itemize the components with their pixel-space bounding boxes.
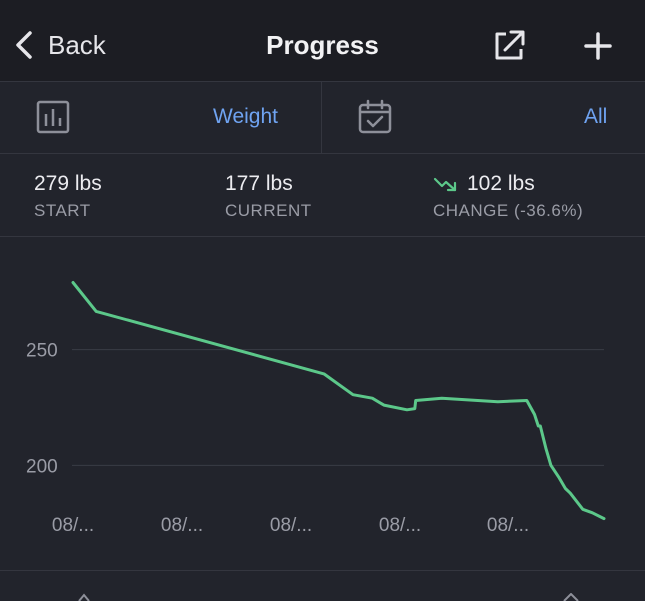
x-tick-label: 08/... [161,515,203,536]
current-label: CURRENT [225,201,312,220]
metric-selector[interactable]: Weight [0,82,321,153]
range-selector[interactable]: All [322,82,645,153]
chevron-left-icon [16,31,32,59]
calendar-check-icon [358,99,392,134]
stat-start: 279 lbs START [34,172,102,221]
x-tick-label: 08/... [487,515,529,536]
range-label: All [584,105,608,128]
bottom-toolbar-peek [0,570,645,601]
nav-bar: Back Progress [0,0,645,82]
y-tick-label: 250 [26,341,58,362]
change-value: 102 lbs [467,172,535,195]
back-label: Back [48,29,106,60]
change-label: CHANGE (-36.6%) [433,201,584,220]
filter-divider [321,82,322,153]
page-title: Progress [266,30,379,60]
trend-down-icon [433,177,457,192]
back-button[interactable]: Back [12,27,106,63]
weight-series-line [71,281,606,521]
stat-current: 177 lbs CURRENT [225,172,312,221]
stats-row: 279 lbs START 177 lbs CURRENT 102 lbs CH… [0,154,645,237]
arrow-icon [78,593,90,601]
x-tick-label: 08/... [270,515,312,536]
bar-chart-icon [36,100,70,134]
plus-icon[interactable] [580,28,616,64]
chevron-up-icon [563,593,579,601]
start-label: START [34,201,91,220]
metric-label: Weight [213,105,278,128]
share-external-icon[interactable] [491,28,527,64]
x-tick-label: 08/... [379,515,421,536]
stat-change: 102 lbs CHANGE (-36.6%) [433,172,583,221]
x-tick-label: 08/... [52,515,94,536]
start-value: 279 lbs [34,172,102,195]
y-tick-label: 200 [26,456,58,477]
weight-chart[interactable]: 250 200 08/... 08/... 08/... 08/... 08/... [0,237,645,570]
current-value: 177 lbs [225,172,293,195]
filter-bar: Weight All [0,82,645,154]
